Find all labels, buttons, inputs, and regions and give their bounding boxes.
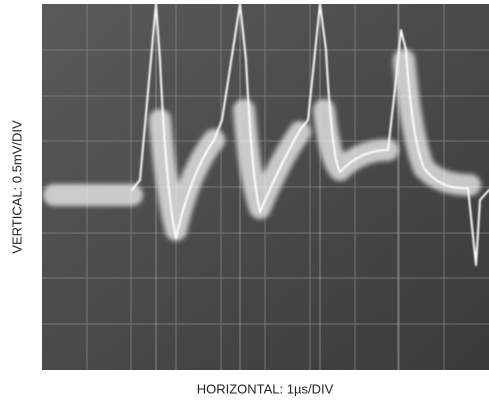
scope-trace	[43, 3, 489, 371]
horizontal-scale-label: HORIZONTAL: 1µs/DIV	[197, 381, 334, 396]
vertical-scale-label: VERTICAL: 0.5mV/DIV	[9, 120, 24, 254]
